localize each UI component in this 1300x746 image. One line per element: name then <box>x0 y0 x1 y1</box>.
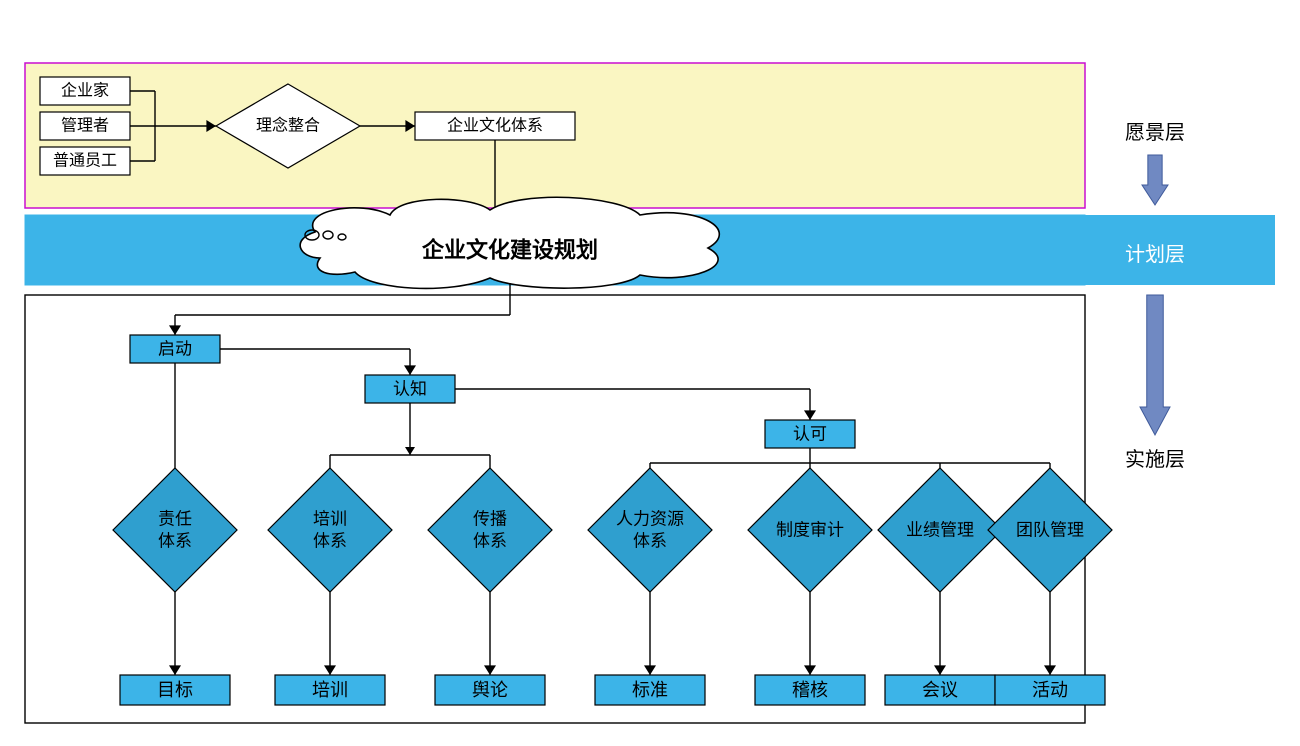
svg-text:理念整合: 理念整合 <box>256 116 320 135</box>
diagram-canvas: 愿景层计划层计划层实施层企业家管理者普通员工理念整合企业文化体系企业文化建设规划… <box>0 0 1300 746</box>
svg-text:认可: 认可 <box>793 425 827 444</box>
svg-text:标准: 标准 <box>632 680 668 700</box>
svg-text:计划层: 计划层 <box>1125 243 1185 266</box>
svg-text:普通员工: 普通员工 <box>53 152 117 170</box>
svg-text:管理者: 管理者 <box>61 117 109 135</box>
svg-text:体系: 体系 <box>633 532 667 551</box>
svg-text:企业家: 企业家 <box>61 82 109 100</box>
svg-text:舆论: 舆论 <box>472 680 508 700</box>
svg-text:培训: 培训 <box>312 680 348 700</box>
svg-text:启动: 启动 <box>158 340 192 359</box>
svg-text:目标: 目标 <box>157 680 193 700</box>
svg-text:活动: 活动 <box>1032 680 1068 700</box>
svg-text:体系: 体系 <box>473 532 507 551</box>
svg-text:体系: 体系 <box>313 532 347 551</box>
svg-text:制度审计: 制度审计 <box>776 521 844 540</box>
svg-text:稽核: 稽核 <box>792 680 828 700</box>
svg-text:培训: 培训 <box>313 510 347 529</box>
svg-text:责任: 责任 <box>158 510 192 529</box>
svg-text:企业文化建设规划: 企业文化建设规划 <box>421 238 598 263</box>
svg-text:认知: 认知 <box>393 380 427 399</box>
svg-text:企业文化体系: 企业文化体系 <box>447 117 543 135</box>
svg-text:团队管理: 团队管理 <box>1016 521 1084 540</box>
svg-text:人力资源: 人力资源 <box>616 510 684 529</box>
svg-text:传播: 传播 <box>473 510 507 529</box>
svg-text:会议: 会议 <box>922 680 958 700</box>
svg-text:业绩管理: 业绩管理 <box>906 521 974 540</box>
svg-text:体系: 体系 <box>158 532 192 551</box>
svg-text:实施层: 实施层 <box>1125 448 1185 471</box>
svg-text:愿景层: 愿景层 <box>1125 122 1185 144</box>
